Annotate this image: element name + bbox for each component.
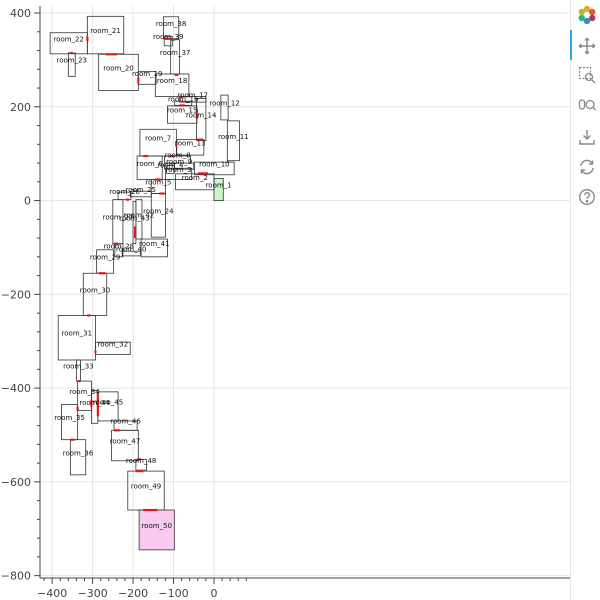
room-rect <box>61 404 79 441</box>
room-label: room_48 <box>126 457 157 465</box>
room-rect <box>150 193 166 238</box>
room-label: room_14 <box>186 111 217 119</box>
room-label: room_34 <box>69 388 100 396</box>
room-rect <box>138 509 175 551</box>
rooms <box>49 15 240 551</box>
room-label: room_8 <box>165 152 191 160</box>
room-label: room_28 <box>104 242 135 250</box>
active-tool-indicator <box>570 30 572 60</box>
room-rect <box>111 429 139 462</box>
box-zoom-icon[interactable] <box>576 64 598 86</box>
room-rect <box>129 190 152 198</box>
room-label: room_30 <box>80 286 111 294</box>
room-rect <box>140 238 168 258</box>
room-label: room_11 <box>218 133 249 141</box>
room-label: room_6 <box>137 160 164 168</box>
room-label: room_5 <box>145 179 171 187</box>
room-label: room_38 <box>156 20 187 28</box>
room-label: room_47 <box>110 438 141 446</box>
room-label: room_7 <box>145 135 171 143</box>
room-label: room_21 <box>90 27 121 35</box>
room-rect <box>164 162 195 170</box>
room-label: room_49 <box>131 483 162 491</box>
room-label: room_26 <box>109 188 140 196</box>
room-rect <box>132 201 137 245</box>
grid-lines <box>40 6 570 578</box>
room-rect <box>163 36 173 47</box>
room-label: room_27 <box>103 214 134 222</box>
y-tick-label: 200 <box>10 101 31 114</box>
room-rect <box>49 32 88 55</box>
room-label: room_19 <box>132 70 163 78</box>
room-label: room_15 <box>167 107 198 115</box>
room-label: room_42 <box>124 211 155 219</box>
room-label: room_46 <box>110 418 141 426</box>
room-label: room_3 <box>166 166 192 174</box>
room-label: room_35 <box>54 414 85 422</box>
room-label: room_45 <box>93 398 124 406</box>
room-label: room_40 <box>116 246 147 254</box>
room-labels: room_1room_2room_3room_4room_5room_6room… <box>53 20 248 530</box>
y-tick-label: 0 <box>24 195 31 208</box>
room-label: room_50 <box>141 522 172 530</box>
room-label: room_17 <box>177 91 208 99</box>
room-label: room_32 <box>98 340 129 348</box>
room-label: room_12 <box>209 100 240 108</box>
wheel-zoom-icon[interactable] <box>576 95 598 117</box>
room-label: room_18 <box>157 77 188 85</box>
room-rect <box>176 139 205 156</box>
y-tick-label: −600 <box>1 476 31 489</box>
room-label: room_31 <box>62 330 93 338</box>
reset-icon[interactable] <box>576 156 598 178</box>
room-rect <box>220 94 229 121</box>
room-label: room_20 <box>103 64 134 72</box>
room-label: room_24 <box>143 207 174 215</box>
room-label: room_33 <box>63 363 94 371</box>
room-label: room_2 <box>182 174 208 182</box>
room-rect <box>95 341 131 355</box>
x-tick-label: 0 <box>210 587 217 600</box>
room-label: room_13 <box>175 139 206 147</box>
toolbar <box>570 0 600 600</box>
floorplan-chart[interactable]: room_1room_2room_3room_4room_5room_6room… <box>0 0 570 600</box>
help-icon[interactable] <box>576 186 598 208</box>
room-rect <box>121 250 141 257</box>
room-rect <box>98 53 139 91</box>
x-tick-label: −300 <box>77 587 107 600</box>
y-tick-label: −200 <box>1 288 31 301</box>
x-tick-label: −400 <box>37 587 67 600</box>
room-rect <box>165 167 193 180</box>
room-label: room_44 <box>79 399 110 407</box>
room-label: room_9 <box>166 158 192 166</box>
room-label: room_22 <box>53 35 84 43</box>
y-tick-label: 400 <box>10 7 31 20</box>
room-label: room_41 <box>139 240 170 248</box>
bokeh-logo-icon[interactable] <box>576 4 598 26</box>
room-rect <box>179 96 207 103</box>
x-tick-label: −100 <box>158 587 188 600</box>
room-label: room_36 <box>63 449 94 457</box>
room-label: room_4 <box>157 161 184 169</box>
y-tick-label: −400 <box>1 382 31 395</box>
room-label: room_10 <box>199 160 230 168</box>
axes: −400 −300 −200 −100 0 400 200 0 −200 −400 −600 −800 <box>1 6 570 600</box>
room-rect <box>114 243 124 258</box>
room-label: room_25 <box>125 186 156 194</box>
room-rect <box>117 191 132 201</box>
room-rect <box>226 120 240 162</box>
room-rect <box>194 161 235 176</box>
room-rect <box>69 439 87 476</box>
doors <box>70 36 229 512</box>
pan-icon[interactable] <box>576 35 598 57</box>
room-label: room_23 <box>57 57 88 65</box>
room-label: room_37 <box>160 49 191 57</box>
x-tick-label: −200 <box>118 587 148 600</box>
room-label: room_1 <box>206 182 232 190</box>
room-label: room_43 <box>119 215 150 223</box>
room-label: room_16 <box>168 95 199 103</box>
room-label: room_29 <box>90 254 121 262</box>
y-tick-label: −800 <box>1 570 31 583</box>
room-label: room_39 <box>153 33 184 41</box>
save-icon[interactable] <box>576 126 598 148</box>
